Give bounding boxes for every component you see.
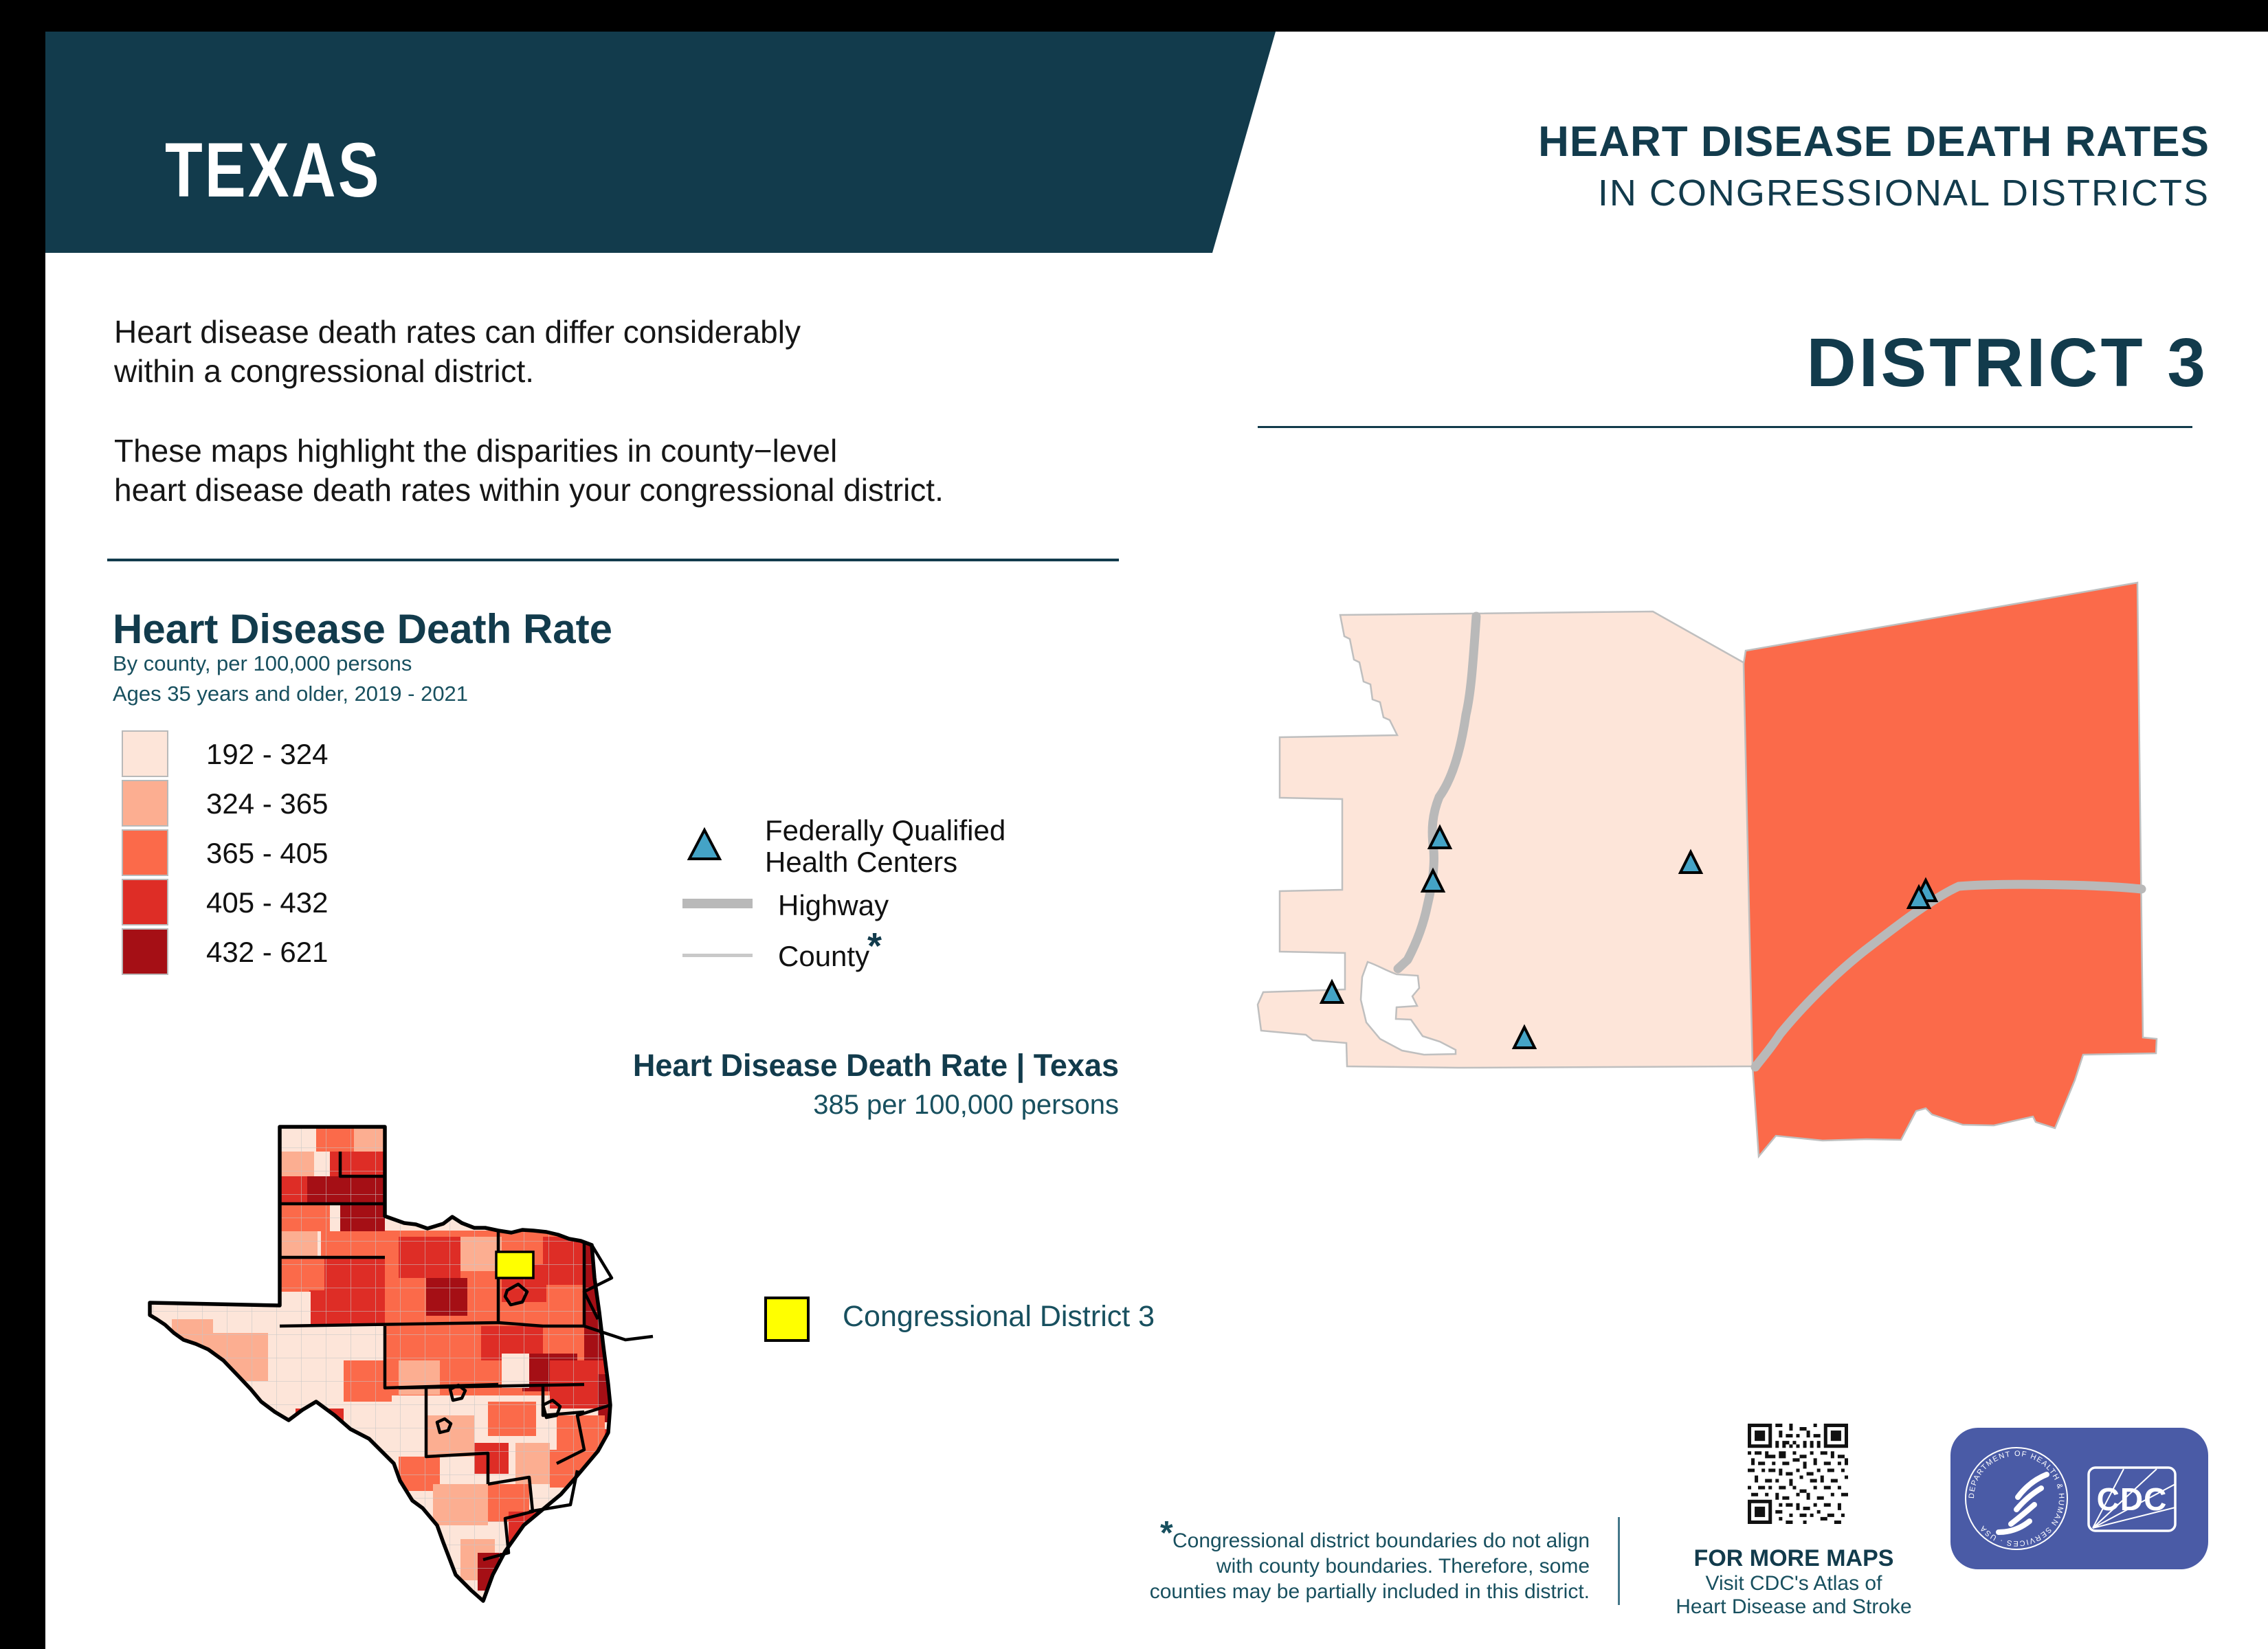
highway-line-icon xyxy=(682,899,753,908)
hhs-eagle-icon xyxy=(1996,1472,2049,1535)
legend-swatch-2 xyxy=(122,780,168,827)
left-column-divider xyxy=(107,559,1119,561)
right-column-divider xyxy=(1258,426,2192,428)
state-map-value: 385 per 100,000 persons xyxy=(813,1090,1119,1120)
more-maps-block: FOR MORE MAPS Visit CDC's Atlas of Heart… xyxy=(1648,1545,1939,1619)
highway-us75 xyxy=(1393,612,1481,974)
footnote-text: Congressional district boundaries do not… xyxy=(1149,1529,1590,1603)
state-banner xyxy=(45,32,1276,253)
county-line-icon xyxy=(682,954,753,957)
legend-subtitle-1: By county, per 100,000 persons xyxy=(113,651,412,675)
hhs-cdc-logo: DEPARTMENT OF HEALTH & HUMAN SERVICES · … xyxy=(1950,1428,2208,1569)
county-legend-label: County xyxy=(778,940,870,972)
district-3-map xyxy=(1256,581,2158,1159)
footer-divider xyxy=(1618,1517,1620,1605)
district-title: DISTRICT 3 xyxy=(1806,324,2208,401)
texas-outline xyxy=(148,1125,612,1603)
page-top-border xyxy=(0,0,2268,32)
lake-lavon xyxy=(1359,961,1457,1056)
fqhc-marker xyxy=(1427,824,1453,849)
highway-i30 xyxy=(1750,879,2146,1072)
page-title: HEART DISEASE DEATH RATES xyxy=(1538,118,2210,166)
county-footnote-asterisk: * xyxy=(867,926,882,967)
legend-swatch-1 xyxy=(122,730,168,777)
more-maps-line2: Heart Disease and Stroke xyxy=(1676,1595,1912,1618)
district-3-swatch-label: Congressional District 3 xyxy=(843,1300,1155,1333)
more-maps-line1: Visit CDC's Atlas of xyxy=(1705,1572,1882,1595)
county-hunt xyxy=(1742,581,2158,1159)
district-3-swatch xyxy=(764,1297,810,1342)
intro-paragraph-2: These maps highlight the disparities in … xyxy=(114,433,944,508)
fqhc-marker xyxy=(1319,978,1345,1004)
county-collin xyxy=(1256,610,1754,1069)
legend-swatch-4 xyxy=(122,879,168,926)
fqhc-marker xyxy=(1511,1024,1537,1049)
more-maps-heading: FOR MORE MAPS xyxy=(1693,1545,1894,1571)
cdc-logo-text: CDC xyxy=(2097,1481,2168,1517)
highway-legend-label: Highway xyxy=(778,889,889,921)
fqhc-markers xyxy=(1319,824,1939,1049)
cdc-mark: CDC xyxy=(2087,1466,2177,1532)
footnote-asterisk: * xyxy=(1160,1515,1173,1551)
state-name: TEXAS xyxy=(165,127,381,213)
legend-range-3: 365 - 405 xyxy=(206,837,329,869)
fqhc-triangle-icon xyxy=(687,827,722,860)
legend-subtitle-2: Ages 35 years and older, 2019 - 2021 xyxy=(113,682,469,706)
legend-range-5: 432 - 621 xyxy=(206,936,329,968)
texas-state-map xyxy=(148,1125,654,1603)
fqhc-marker xyxy=(1420,867,1446,893)
legend-range-1: 192 - 324 xyxy=(206,738,329,770)
page-left-border xyxy=(0,0,45,1649)
fqhc-marker xyxy=(1678,849,1704,874)
fqhc-legend-label: Federally Qualified Health Centers xyxy=(765,814,1006,878)
legend-swatch-3 xyxy=(122,829,168,876)
legend-range-4: 405 - 432 xyxy=(206,886,329,919)
fqhc-marker xyxy=(1906,884,1932,909)
legend-range-2: 324 - 365 xyxy=(206,787,329,820)
qr-code xyxy=(1748,1424,1848,1524)
page-subtitle: IN CONGRESSIONAL DISTRICTS xyxy=(1597,172,2210,214)
district-3-highlight xyxy=(495,1250,535,1279)
state-map-title: Heart Disease Death Rate | Texas xyxy=(632,1048,1119,1083)
legend-swatch-5 xyxy=(122,928,168,975)
intro-paragraph-1: Heart disease death rates can differ con… xyxy=(114,314,801,389)
legend-title: Heart Disease Death Rate xyxy=(113,606,613,652)
